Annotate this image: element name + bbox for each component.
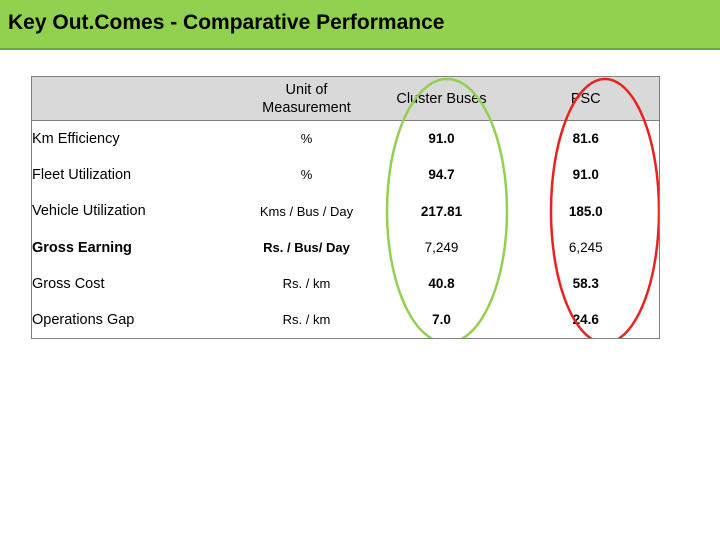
slide-title: Key Out.Comes - Comparative Performance	[8, 11, 445, 34]
metric-label: Operations Gap	[32, 311, 135, 328]
unit-cell: Rs. / km	[282, 312, 331, 328]
header-unit: Unit of Measurement	[242, 76, 371, 121]
comparison-table: Unit of Measurement Cluster Buses PSC Km…	[31, 76, 660, 339]
metric-label: Vehicle Utilization	[32, 203, 146, 220]
cluster-value: 217.81	[420, 203, 463, 219]
psc-value: 185.0	[568, 203, 603, 219]
cluster-value: 7,249	[424, 240, 459, 256]
psc-value: 91.0	[572, 167, 599, 183]
unit-cell: %	[300, 131, 313, 147]
psc-value: 81.6	[572, 131, 599, 147]
table-row: Fleet Utilization % 94.7 91.0	[32, 157, 660, 193]
table-row: Gross Earning Rs. / Bus/ Day 7,249 6,245	[32, 229, 660, 265]
title-bar: Key Out.Comes - Comparative Performance	[0, 0, 720, 50]
metric-label: Km Efficiency	[32, 130, 120, 147]
unit-cell: Rs. / Bus/ Day	[263, 240, 350, 256]
table-row: Gross Cost Rs. / km 40.8 58.3	[32, 266, 660, 302]
table-row: Operations Gap Rs. / km 7.0 24.6	[32, 302, 660, 338]
psc-value: 24.6	[572, 312, 599, 328]
metric-label: Gross Earning	[32, 239, 132, 256]
cluster-value: 94.7	[428, 167, 455, 183]
table-header-row: Unit of Measurement Cluster Buses PSC	[31, 76, 660, 121]
unit-cell: Kms / Bus / Day	[259, 203, 354, 219]
header-psc: PSC	[512, 76, 660, 121]
psc-value: 58.3	[572, 276, 599, 292]
table-row: Vehicle Utilization Kms / Bus / Day 217.…	[32, 193, 660, 229]
unit-cell: Rs. / km	[282, 276, 331, 292]
cluster-value: 40.8	[428, 276, 455, 292]
header-cluster-buses: Cluster Buses	[370, 76, 513, 121]
comparison-table-container: Unit of Measurement Cluster Buses PSC Km…	[31, 76, 660, 339]
metric-label: Gross Cost	[32, 275, 105, 292]
header-metric	[31, 76, 243, 121]
cluster-value: 91.0	[428, 131, 455, 147]
metric-label: Fleet Utilization	[32, 166, 132, 183]
table-row: Km Efficiency % 91.0 81.6	[32, 121, 660, 157]
psc-value: 6,245	[568, 240, 603, 256]
unit-cell: %	[300, 167, 313, 183]
cluster-value: 7.0	[432, 312, 451, 328]
